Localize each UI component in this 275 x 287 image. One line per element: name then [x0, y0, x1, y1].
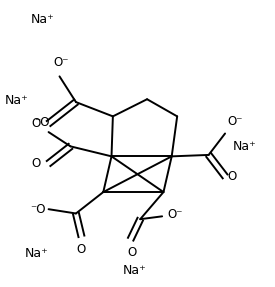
Text: O⁻: O⁻ — [228, 115, 243, 128]
Text: O⁻: O⁻ — [53, 56, 69, 69]
Text: Na⁺: Na⁺ — [24, 247, 48, 260]
Text: O: O — [77, 243, 86, 257]
Text: O: O — [127, 246, 137, 259]
Text: Na⁺: Na⁺ — [232, 140, 256, 153]
Text: O⁻: O⁻ — [167, 208, 183, 220]
Text: ⁻O: ⁻O — [31, 203, 46, 216]
Text: Na⁺: Na⁺ — [5, 94, 29, 107]
Text: O: O — [228, 170, 237, 183]
Text: ⁻O: ⁻O — [34, 116, 50, 129]
Text: O: O — [32, 157, 41, 170]
Text: O: O — [32, 117, 41, 130]
Text: Na⁺: Na⁺ — [31, 13, 55, 26]
Text: Na⁺: Na⁺ — [123, 264, 147, 277]
